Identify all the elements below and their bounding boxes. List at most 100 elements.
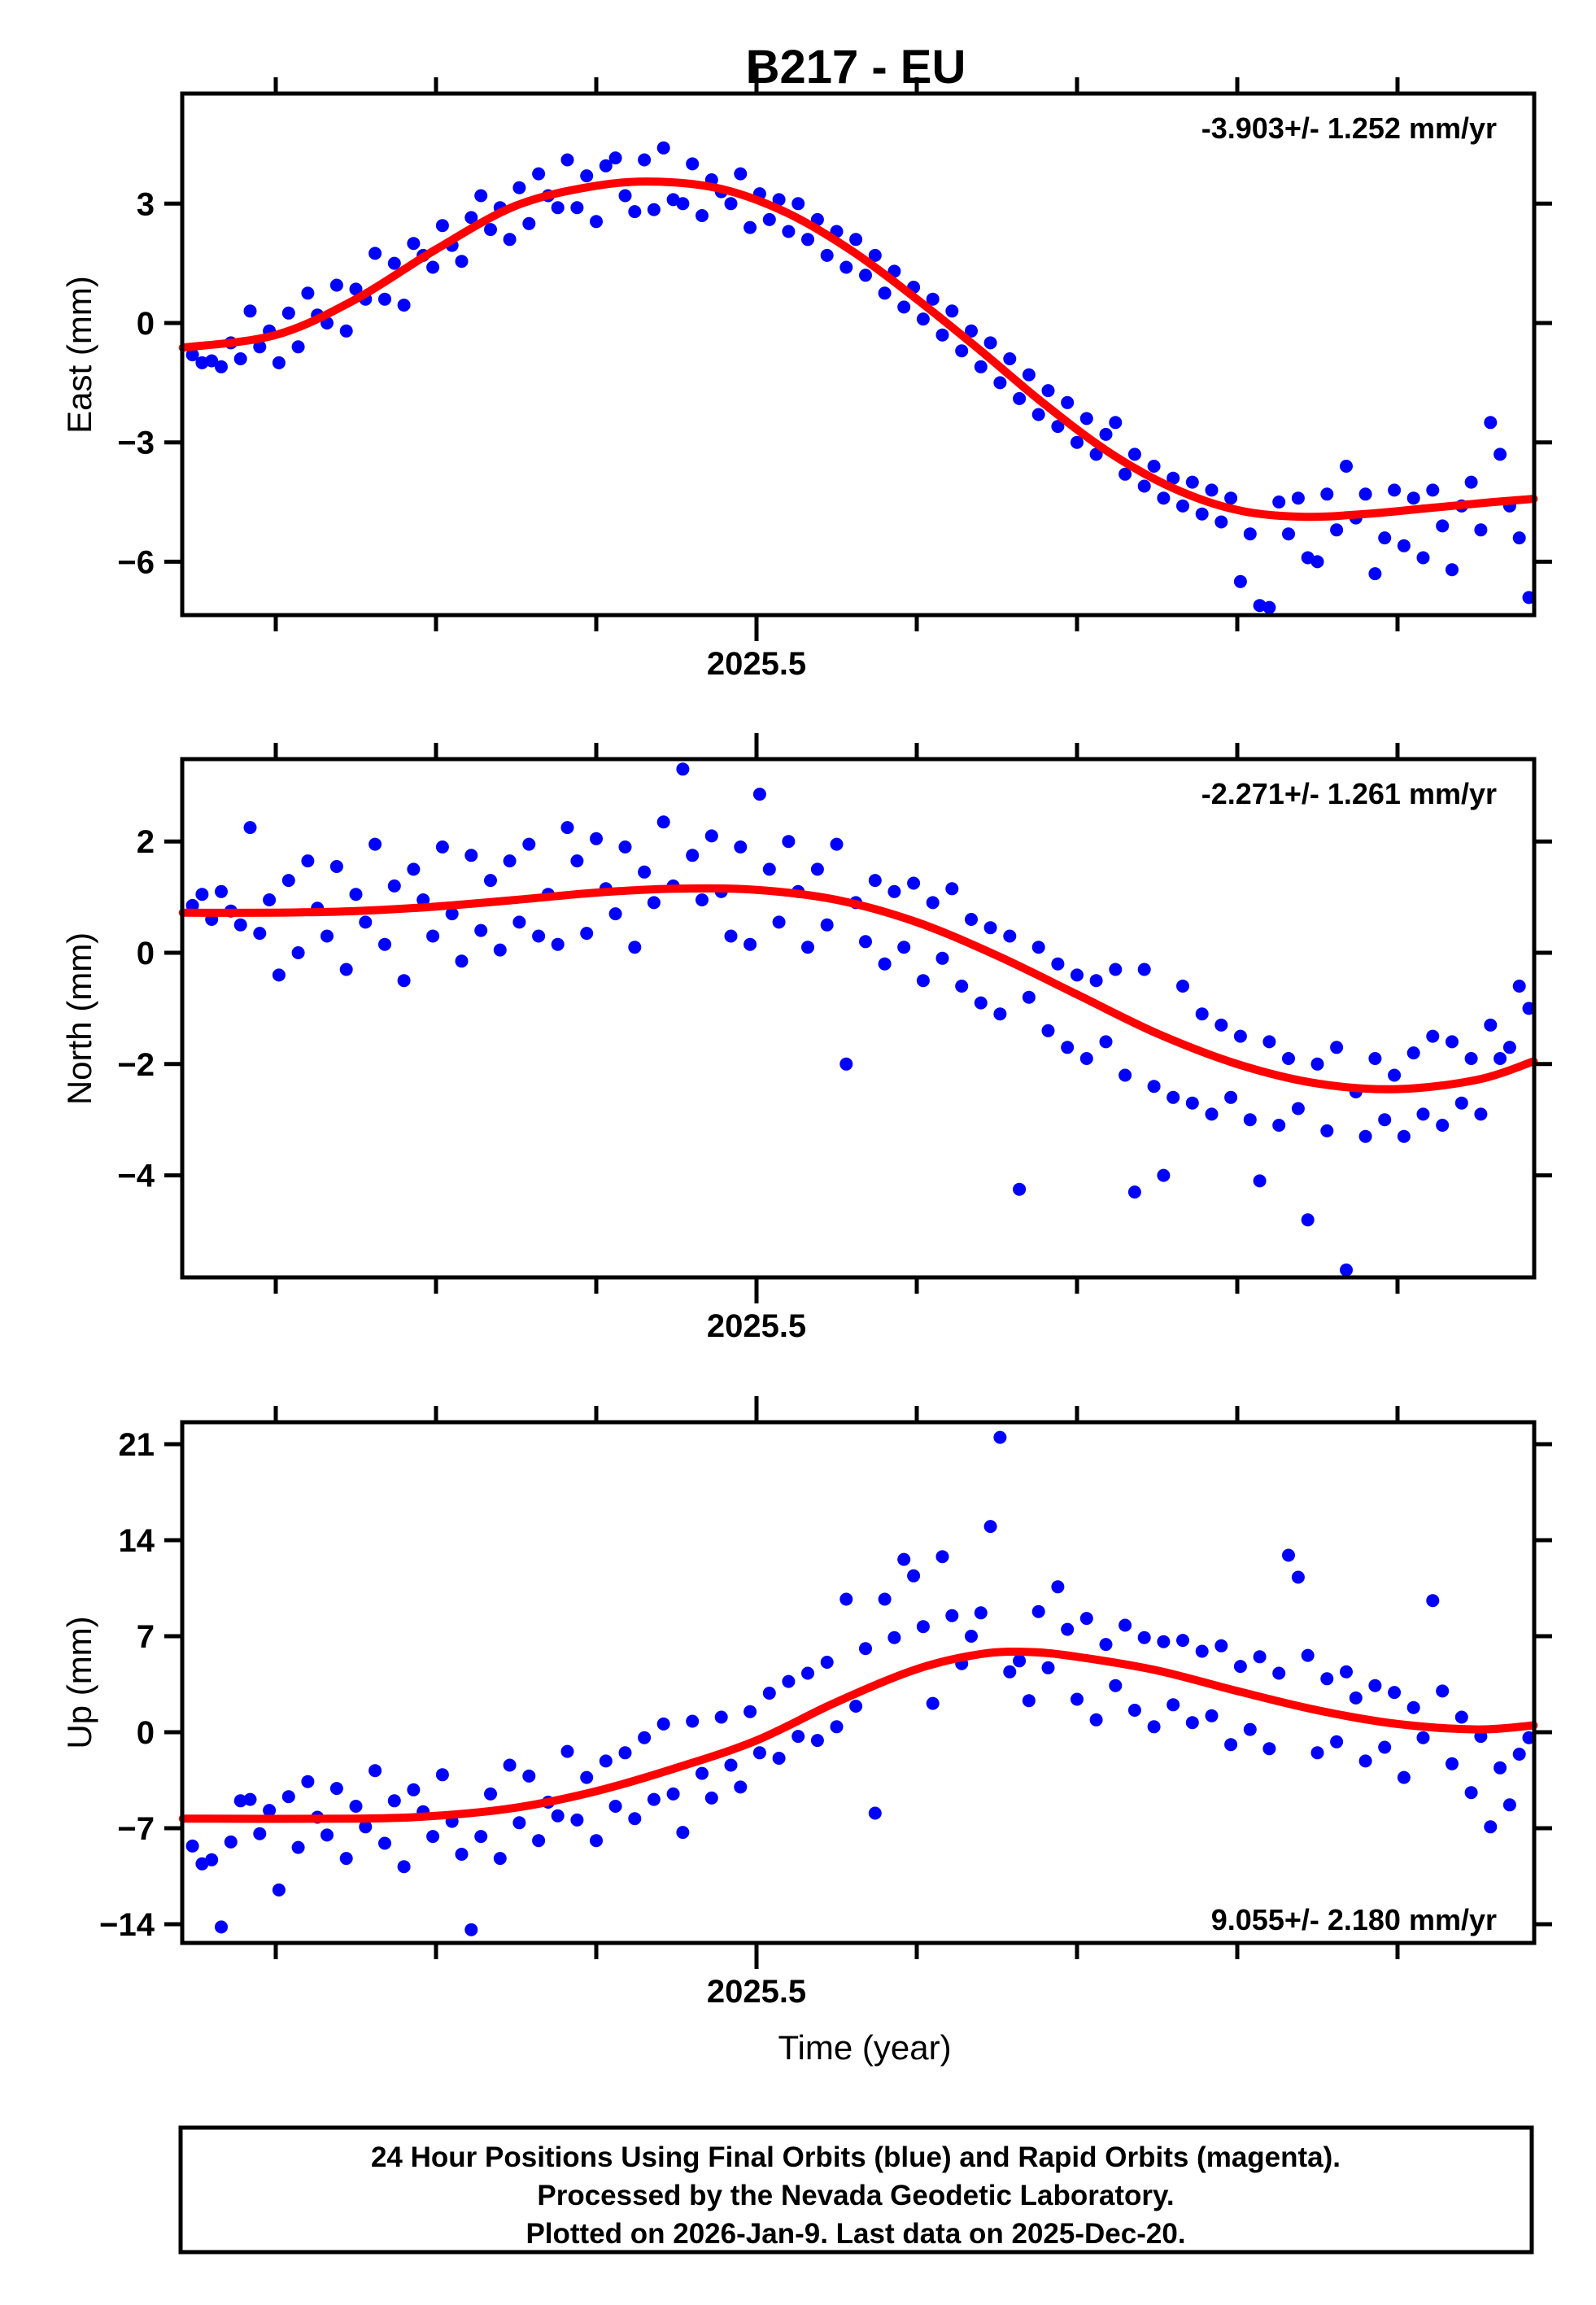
data-point <box>945 882 959 896</box>
data-point <box>1031 1604 1045 1618</box>
data-point <box>1071 435 1084 449</box>
footer-line-2: Processed by the Nevada Geodetic Laborat… <box>537 2180 1174 2211</box>
data-point <box>878 286 892 300</box>
data-point <box>426 1830 440 1844</box>
east-axis-ticks <box>164 68 1552 641</box>
east-plot-frame <box>180 91 1537 618</box>
data-point <box>945 304 959 318</box>
data-point <box>897 941 911 954</box>
data-point <box>926 292 940 306</box>
data-point <box>696 893 709 906</box>
x-axis-title: Time (year) <box>778 2028 951 2067</box>
data-point <box>1166 1698 1180 1712</box>
data-point <box>1358 1754 1372 1768</box>
data-point <box>1003 1665 1017 1679</box>
data-point <box>1013 1182 1027 1196</box>
east-xtick-label: 2025.5 <box>707 646 806 682</box>
data-point <box>916 1620 930 1634</box>
data-point <box>1282 1548 1295 1562</box>
data-point <box>426 929 440 943</box>
up-xtick-label: 2025.5 <box>707 1974 806 2010</box>
data-point <box>321 1828 334 1842</box>
data-point <box>1137 963 1151 976</box>
data-point <box>1051 957 1065 971</box>
data-point <box>570 1813 584 1827</box>
data-point <box>1109 1679 1123 1692</box>
data-point <box>696 1766 709 1780</box>
data-point <box>503 854 517 868</box>
up-axis-title: Up (mm) <box>60 1616 98 1748</box>
data-point <box>1031 941 1045 954</box>
data-point <box>830 837 844 851</box>
data-point <box>686 1714 700 1728</box>
data-point <box>993 1007 1007 1021</box>
data-point <box>1224 491 1238 505</box>
data-point <box>1446 1035 1459 1049</box>
data-point <box>1089 974 1103 988</box>
data-point <box>1291 1102 1305 1115</box>
data-point <box>1137 479 1151 493</box>
east-fit-line <box>178 177 1538 522</box>
north-ytick-labels: 2 0 −2 −4 <box>117 824 155 1194</box>
data-point <box>1340 1263 1353 1277</box>
data-point <box>955 344 969 358</box>
data-point <box>1157 1635 1171 1648</box>
data-point <box>1368 567 1382 581</box>
data-point <box>897 1552 911 1566</box>
data-point <box>1291 1570 1305 1584</box>
y-tick-label: 7 <box>137 1619 155 1655</box>
data-point <box>484 223 497 237</box>
data-point <box>772 915 786 929</box>
footer-frame <box>178 2125 1534 2255</box>
data-point <box>493 1852 507 1866</box>
data-point <box>1397 1129 1411 1143</box>
data-point <box>868 874 882 888</box>
y-tick-label: 0 <box>137 1715 155 1751</box>
data-point <box>1233 1660 1247 1674</box>
data-point <box>628 941 642 954</box>
data-point <box>1474 523 1488 537</box>
data-point <box>1320 1672 1334 1686</box>
data-point <box>839 260 853 274</box>
data-point <box>580 169 594 183</box>
data-point <box>1494 1761 1507 1775</box>
data-point <box>1378 1113 1392 1127</box>
data-point <box>1041 384 1055 398</box>
data-point <box>945 1609 959 1622</box>
y-tick-label: −4 <box>117 1159 155 1194</box>
data-point <box>1205 483 1219 497</box>
data-point <box>743 220 757 234</box>
north-data-points <box>185 762 1536 1277</box>
data-point <box>570 201 584 215</box>
data-point <box>1013 1654 1027 1668</box>
data-point <box>349 282 363 296</box>
data-point <box>590 1834 603 1848</box>
data-point <box>1243 1722 1257 1736</box>
data-point <box>935 1550 949 1564</box>
data-point <box>820 1656 834 1669</box>
data-point <box>676 1826 690 1840</box>
data-point <box>1330 1041 1344 1054</box>
data-point <box>1119 467 1132 481</box>
data-point <box>1137 1631 1151 1644</box>
data-point <box>801 1666 814 1680</box>
data-point <box>878 957 892 971</box>
data-point <box>1512 980 1526 993</box>
data-point <box>1205 1709 1219 1722</box>
data-point <box>801 941 814 954</box>
data-point <box>560 1744 574 1758</box>
data-point <box>1262 1035 1276 1049</box>
data-point <box>762 862 776 876</box>
data-point <box>1157 491 1171 505</box>
data-point <box>647 896 661 910</box>
data-point <box>464 849 478 862</box>
data-point <box>532 929 546 943</box>
y-tick-label: 2 <box>137 824 155 860</box>
y-tick-label: −6 <box>117 544 155 580</box>
data-point <box>455 255 469 268</box>
data-point <box>1031 408 1045 421</box>
data-point <box>590 215 603 229</box>
data-point <box>291 946 305 959</box>
data-point <box>263 1804 277 1818</box>
data-point <box>215 1920 228 1934</box>
